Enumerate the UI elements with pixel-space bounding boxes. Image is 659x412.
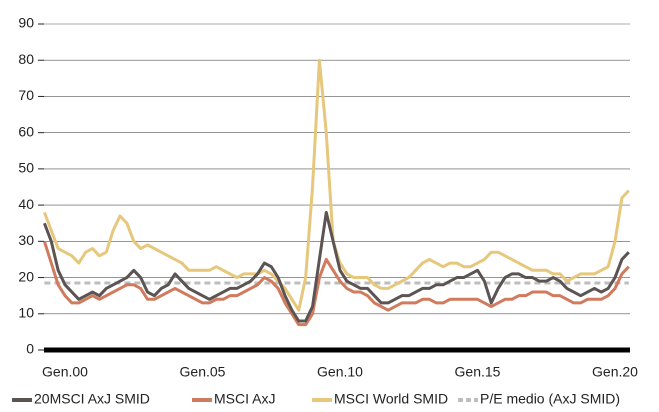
y-tick-label: 20 [18,268,34,284]
x-tick-label: Gen.00 [42,364,88,380]
y-tick-label: 30 [18,232,34,248]
y-tick-label: 0 [26,341,34,357]
legend-label: 20MSCI AxJ SMID [34,391,150,407]
y-tick-label: 90 [18,15,34,31]
x-tick-label: Gen.15 [455,364,501,380]
x-tick-label: Gen.10 [317,364,363,380]
x-tick-label: Gen.05 [180,364,226,380]
x-tick-label: Gen.20 [592,364,638,380]
y-tick-label: 80 [18,51,34,67]
y-tick-label: 50 [18,160,34,176]
legend-label: P/E medio (AxJ SMID) [480,391,620,407]
legend-label: MSCI World SMID [334,391,448,407]
y-tick-label: 40 [18,196,34,212]
series-line [42,210,630,323]
legend-label: MSCI AxJ [214,391,275,407]
series-line [42,240,630,327]
y-tick-label: 60 [18,123,34,139]
y-tick-label: 10 [18,304,34,320]
y-tick-label: 70 [18,87,34,103]
